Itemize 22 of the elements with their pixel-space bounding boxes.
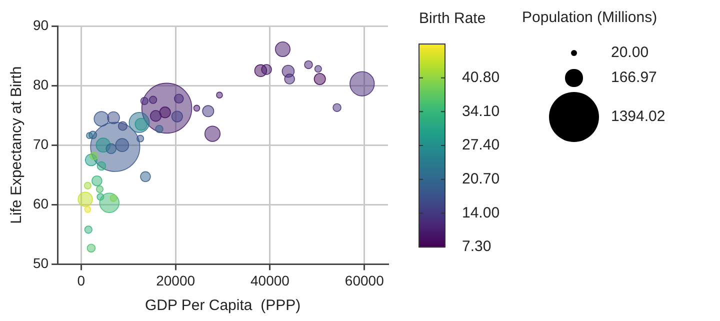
color-bar-label: 27.40 <box>462 136 500 154</box>
y-tick-label: 80 <box>32 76 49 92</box>
x-tick-label: 0 <box>77 272 86 288</box>
color-bar-label: 7.30 <box>462 238 492 256</box>
x-axis-title: GDP Per Capita (PPP) <box>144 297 301 314</box>
color-bar-title: Birth Rate <box>419 10 486 27</box>
color-bar-label: 20.70 <box>462 170 500 188</box>
x-tick-label: 20000 <box>156 272 196 288</box>
y-tick-label: 70 <box>32 136 49 152</box>
color-bar-label: 40.80 <box>462 68 500 86</box>
y-tick-label: 60 <box>32 196 49 212</box>
y-axis-title: Life Expectancy at Birth <box>8 66 26 224</box>
x-tick-label: 60000 <box>344 272 384 288</box>
y-tick-label: 90 <box>32 16 49 33</box>
legend-label: 166.97 <box>611 69 657 87</box>
x-tick-label: 40000 <box>250 272 290 288</box>
legend-label: 20.00 <box>611 44 649 62</box>
legend-label: 1394.02 <box>611 108 666 126</box>
color-bar-label: 34.10 <box>462 102 500 120</box>
legend-title: Population (Millions) <box>522 9 658 26</box>
y-tick-label: 50 <box>32 255 49 272</box>
color-bar-label: 14.00 <box>462 204 500 222</box>
